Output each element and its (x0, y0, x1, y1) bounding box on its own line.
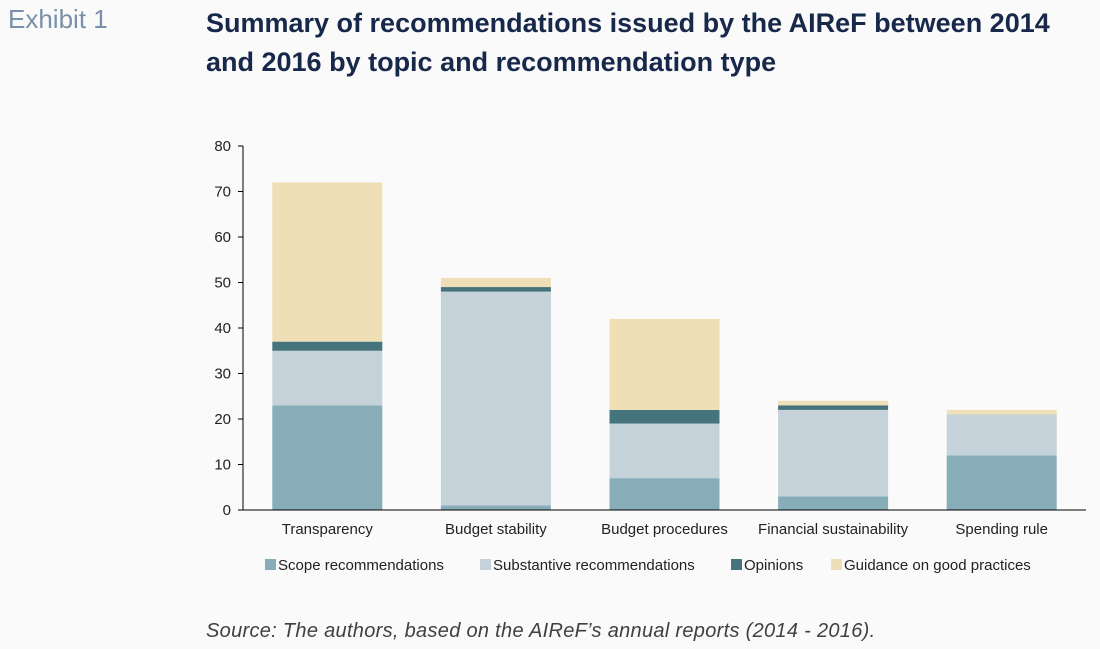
y-tick-label: 70 (214, 184, 231, 201)
bar-1-0 (272, 350, 383, 406)
bar-0-3 (778, 496, 889, 510)
bar-2-3 (778, 405, 889, 410)
bar-0-2 (609, 478, 720, 510)
bar-1-4 (946, 414, 1057, 456)
bar-0-0 (272, 405, 383, 510)
legend-swatch (480, 559, 491, 570)
bar-2-0 (272, 341, 383, 351)
legend-swatch (731, 559, 742, 570)
bar-3-2 (609, 318, 720, 410)
y-tick-label: 20 (214, 411, 231, 428)
x-tick-label: Budget procedures (601, 521, 728, 538)
chart-title: Summary of recommendations issued by the… (206, 8, 1050, 77)
legend-label: Scope recommendations (278, 557, 444, 574)
x-tick-label: Spending rule (955, 521, 1048, 538)
y-tick-label: 0 (223, 502, 231, 519)
exhibit-label: Exhibit 1 (8, 4, 108, 34)
y-tick-label: 30 (214, 366, 231, 383)
x-tick-label: Budget stability (445, 521, 547, 538)
bar-3-4 (946, 409, 1057, 415)
legend-label: Guidance on good practices (844, 557, 1031, 574)
x-tick-label: Financial sustainability (758, 521, 909, 538)
y-tick-label: 10 (214, 457, 231, 474)
legend-label: Opinions (744, 557, 803, 574)
bar-3-0 (272, 182, 383, 342)
y-tick-label: 50 (214, 275, 231, 292)
legend-swatch (831, 559, 842, 570)
bar-0-4 (946, 455, 1057, 510)
source-note: Source: The authors, based on the AIReF’… (206, 620, 876, 642)
bar-3-3 (778, 400, 889, 406)
bar-0-1 (440, 505, 551, 510)
bar-1-2 (609, 423, 720, 479)
bar-2-2 (609, 409, 720, 424)
y-tick-label: 40 (214, 320, 231, 337)
bar-3-1 (440, 277, 551, 288)
y-tick-label: 60 (214, 229, 231, 246)
x-tick-label: Transparency (282, 521, 374, 538)
bar-1-1 (440, 291, 551, 506)
bar-2-1 (440, 287, 551, 292)
bar-1-3 (778, 409, 889, 497)
y-tick-label: 80 (214, 138, 231, 155)
legend-swatch (265, 559, 276, 570)
legend-label: Substantive recommendations (493, 557, 695, 574)
